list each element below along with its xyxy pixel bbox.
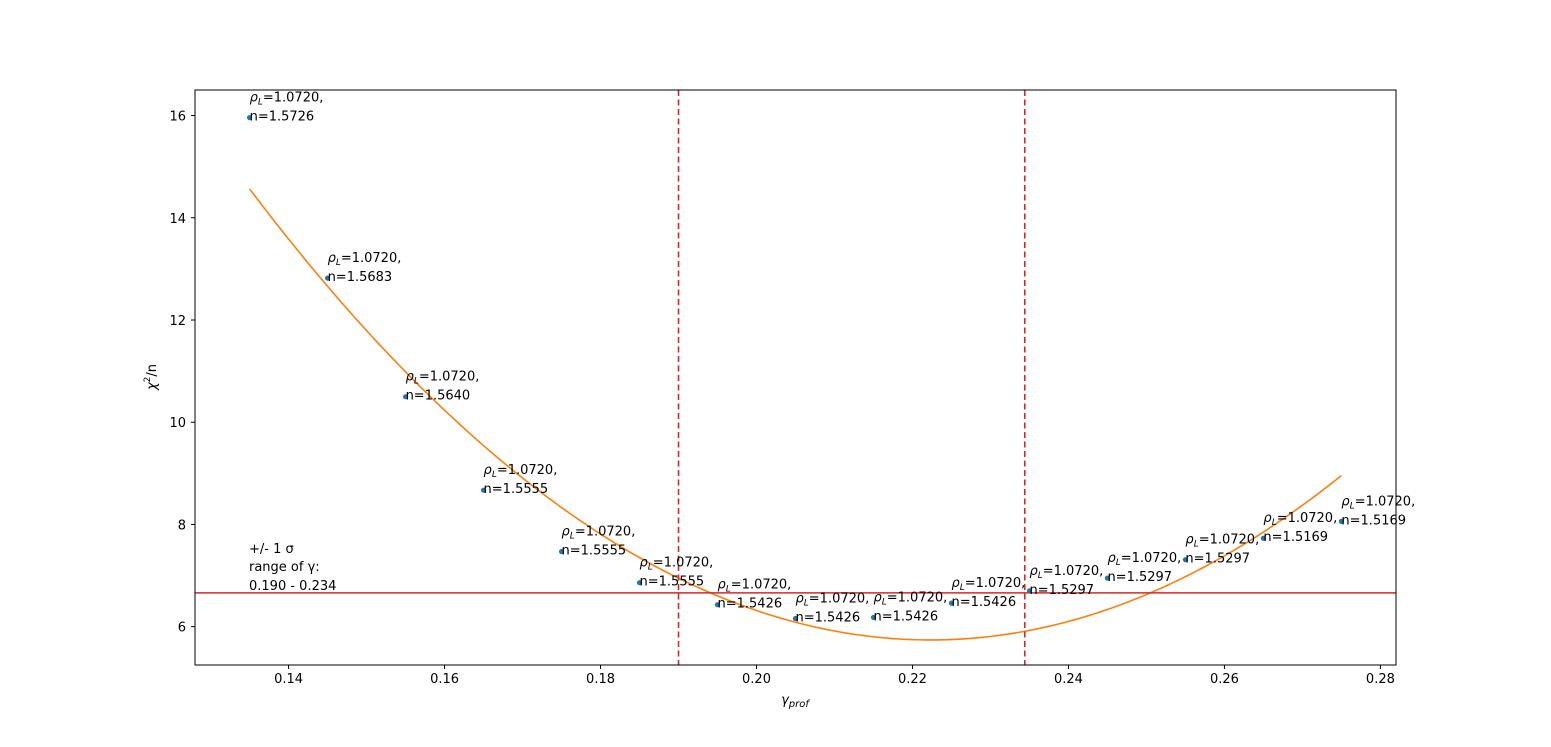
x-tick-label: 0.26: [1210, 672, 1239, 687]
data-point: [948, 600, 955, 606]
y-axis: 6 8 10 12 14 16: [169, 110, 195, 636]
point-label: ρL=1.0720, n=1.5426: [951, 576, 1025, 610]
y-axis-title: χ2/n: [143, 364, 160, 391]
point-label: ρL=1.0720, n=1.5726: [250, 91, 324, 125]
point-label: ρL=1.0720, n=1.5426: [873, 590, 947, 624]
x-tick-label: 0.28: [1366, 672, 1395, 687]
labels-layer: ρL=1.0720, n=1.5726 ρL=1.0720, n=1.5683 ρL=1…: [250, 91, 1416, 626]
point-label: ρL=1.0720, n=1.5297: [1029, 564, 1103, 598]
sigma-annotation-line1: +/- 1 σ: [249, 542, 294, 557]
sigma-annotation: +/- 1 σ range of γ: 0.190 - 0.234: [249, 542, 336, 594]
data-point: [1104, 575, 1111, 581]
data-point: [792, 615, 799, 622]
point-label: ρL=1.0720, n=1.5169: [1263, 511, 1337, 545]
x-tick-label: 0.20: [742, 672, 771, 687]
data-point: [636, 580, 643, 586]
x-tick-label: 0.14: [274, 672, 303, 687]
point-label: ρL=1.0720, n=1.5683: [328, 251, 402, 285]
point-label: ρL=1.0720, n=1.5555: [562, 525, 636, 559]
points-layer: [246, 115, 1345, 622]
y-tick-label: 10: [169, 416, 186, 431]
y-tick-label: 14: [169, 212, 186, 227]
lines-layer: [195, 90, 1396, 665]
data-point: [870, 614, 877, 621]
sigma-annotation-line3: 0.190 - 0.234: [249, 579, 336, 594]
data-point: [1338, 518, 1345, 524]
plot-area: [195, 90, 1396, 665]
point-label: ρL=1.0720, n=1.5169: [1341, 494, 1415, 528]
plot-frame: [194, 89, 1397, 666]
point-label: ρL=1.0720, n=1.5426: [718, 578, 792, 612]
data-point: [714, 602, 721, 608]
point-label: ρL=1.0720, n=1.5426: [796, 591, 870, 625]
x-axis: 0.14 0.16 0.18 0.20 0.22 0.24 0.26 0.28: [274, 665, 1395, 687]
y-tick-label: 6: [178, 621, 186, 636]
x-tick-label: 0.18: [586, 672, 615, 687]
data-point: [246, 115, 253, 121]
data-point: [1260, 535, 1267, 541]
point-label: ρL=1.0720, n=1.5640: [406, 370, 480, 404]
point-label: ρL=1.0720, n=1.5297: [1107, 551, 1181, 585]
data-point: [480, 487, 487, 493]
curve-layer: [248, 188, 1342, 641]
sigma-annotation-line2: range of γ:: [249, 560, 320, 575]
x-axis-title-symbol: γ: [781, 693, 790, 708]
data-point: [1182, 557, 1189, 563]
point-label: ρL=1.0720, n=1.5297: [1185, 533, 1259, 567]
point-label: ρL=1.0720, n=1.5555: [640, 556, 714, 590]
x-axis-title-subscript: prof: [788, 699, 811, 710]
x-tick-label: 0.22: [898, 672, 927, 687]
data-point: [1026, 588, 1033, 594]
data-point: [402, 394, 409, 400]
fit-curve: [248, 188, 1342, 641]
data-point: [324, 275, 331, 281]
x-axis-title: γprof: [781, 693, 810, 710]
y-tick-label: 12: [169, 314, 186, 329]
y-tick-label: 8: [178, 518, 186, 533]
point-label: ρL=1.0720, n=1.5555: [484, 463, 558, 497]
y-tick-label: 16: [169, 110, 186, 125]
x-tick-label: 0.24: [1054, 672, 1083, 687]
x-tick-label: 0.16: [430, 672, 459, 687]
data-point: [558, 548, 565, 555]
